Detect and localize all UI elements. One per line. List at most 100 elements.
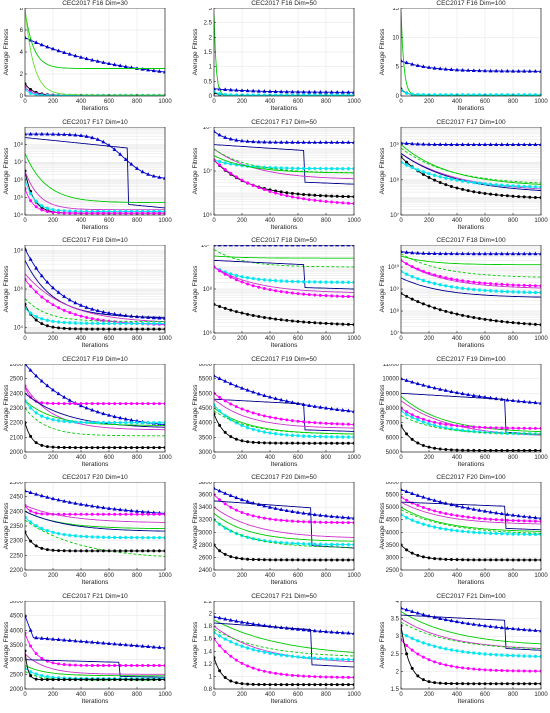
series-marker bbox=[268, 431, 272, 435]
series-marker bbox=[234, 93, 239, 96]
series-marker bbox=[56, 637, 61, 642]
x-tick-label: 0 bbox=[23, 218, 27, 224]
series-marker bbox=[218, 304, 222, 308]
series-marker bbox=[410, 250, 415, 255]
series-marker bbox=[56, 132, 61, 136]
series-marker bbox=[324, 421, 328, 425]
series-marker bbox=[245, 139, 250, 143]
series-marker bbox=[90, 407, 95, 412]
series-marker bbox=[488, 251, 493, 256]
series-marker bbox=[234, 273, 239, 278]
series-line-navy bbox=[401, 614, 541, 651]
series-marker bbox=[229, 639, 233, 644]
series-marker bbox=[101, 411, 106, 416]
series-marker bbox=[135, 327, 139, 331]
series-marker bbox=[151, 644, 156, 649]
series-marker bbox=[352, 675, 354, 679]
series-marker bbox=[449, 389, 454, 394]
series-marker bbox=[262, 558, 266, 562]
x-tick-label: 600 bbox=[480, 692, 491, 698]
series-marker bbox=[443, 388, 448, 392]
series-marker bbox=[416, 415, 420, 419]
series-marker bbox=[340, 140, 345, 144]
series-marker bbox=[107, 61, 111, 66]
series-marker bbox=[296, 319, 300, 323]
series-marker bbox=[129, 321, 134, 326]
series-marker bbox=[432, 251, 437, 256]
series-marker bbox=[152, 327, 156, 331]
series-marker bbox=[223, 650, 227, 654]
series-marker bbox=[84, 134, 89, 138]
series-marker bbox=[307, 320, 311, 324]
y-axis-label: Average Fitness bbox=[3, 28, 10, 76]
series-marker bbox=[28, 131, 33, 136]
series-marker bbox=[62, 549, 66, 553]
series-marker bbox=[455, 312, 459, 316]
series-marker bbox=[118, 415, 123, 420]
series-marker bbox=[273, 89, 278, 94]
series-marker bbox=[505, 512, 510, 516]
series-marker bbox=[34, 523, 38, 528]
series-marker bbox=[421, 92, 426, 96]
series-marker bbox=[124, 678, 128, 682]
series-marker bbox=[494, 426, 498, 430]
series-marker bbox=[228, 87, 233, 92]
series-marker bbox=[472, 516, 476, 520]
y-tick-label: 3500 bbox=[199, 435, 213, 441]
series-marker bbox=[68, 549, 72, 553]
series-marker bbox=[517, 283, 521, 287]
series-marker bbox=[438, 662, 442, 666]
series-marker bbox=[296, 674, 300, 678]
series-marker bbox=[472, 429, 476, 434]
series-marker bbox=[341, 657, 345, 662]
series-marker bbox=[483, 281, 487, 285]
series-marker bbox=[483, 251, 487, 256]
series-marker bbox=[251, 514, 255, 518]
series-marker bbox=[466, 621, 471, 625]
chart-title: CEC2017 F19 Dim=100 bbox=[436, 356, 506, 363]
series-marker bbox=[330, 675, 334, 679]
series-marker bbox=[472, 682, 476, 686]
series-marker bbox=[449, 67, 454, 72]
series-marker bbox=[522, 558, 526, 562]
series-marker bbox=[335, 294, 339, 298]
series-marker bbox=[85, 549, 89, 553]
series-marker bbox=[477, 191, 481, 195]
series-marker bbox=[313, 293, 317, 297]
series-marker bbox=[62, 512, 66, 516]
series-marker bbox=[96, 93, 100, 96]
plot-area bbox=[214, 482, 354, 570]
series-line-purple bbox=[214, 506, 354, 538]
series-marker bbox=[152, 446, 156, 450]
series-marker bbox=[40, 656, 44, 660]
series-marker bbox=[477, 142, 482, 146]
series-marker bbox=[279, 279, 283, 283]
series-marker bbox=[146, 664, 150, 668]
series-line-navy bbox=[214, 259, 354, 290]
series-marker bbox=[113, 678, 117, 682]
y-tick-label: 2 bbox=[396, 669, 400, 675]
series-marker bbox=[274, 518, 278, 522]
series-marker bbox=[163, 645, 165, 650]
x-axis-label: Iterations bbox=[271, 224, 298, 231]
series-marker bbox=[34, 314, 38, 319]
series-marker bbox=[528, 654, 532, 658]
series-marker bbox=[146, 321, 150, 326]
series-marker bbox=[73, 638, 78, 643]
series-marker bbox=[56, 93, 61, 96]
series-marker bbox=[285, 673, 289, 677]
series-marker bbox=[449, 513, 453, 517]
series-marker bbox=[318, 558, 322, 562]
x-tick-label: 200 bbox=[424, 99, 435, 105]
y-tick-label: 3 bbox=[209, 8, 213, 12]
series-marker bbox=[90, 446, 94, 450]
series-marker bbox=[79, 512, 83, 516]
series-marker bbox=[296, 433, 300, 438]
x-tick-label: 1000 bbox=[158, 573, 172, 579]
series-marker bbox=[346, 630, 351, 635]
series-marker bbox=[118, 209, 122, 214]
x-tick-label: 200 bbox=[237, 99, 248, 105]
series-marker bbox=[68, 512, 72, 516]
series-marker bbox=[45, 206, 50, 211]
